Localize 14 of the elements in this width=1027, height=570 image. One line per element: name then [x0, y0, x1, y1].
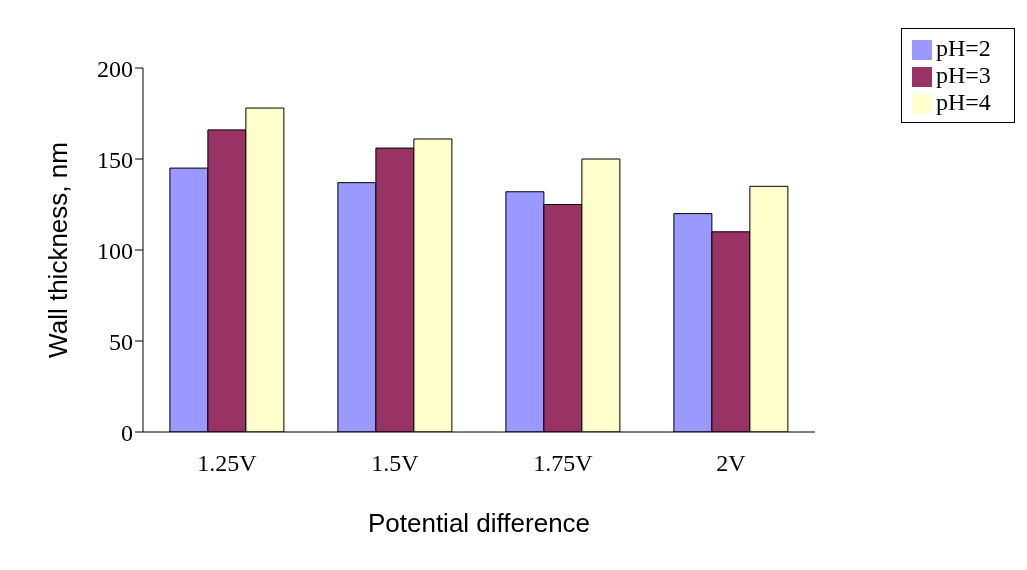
legend-label: pH=3: [936, 62, 991, 88]
legend-label: pH=4: [936, 89, 991, 115]
y-tick-label: 100: [97, 237, 133, 264]
y-axis-title: Wall thickness, nm: [43, 142, 74, 358]
y-tick-label: 0: [121, 419, 133, 446]
x-axis-title: Potential difference: [367, 508, 591, 538]
y-tick-label: 50: [109, 328, 133, 355]
y-tick-label: 150: [97, 146, 133, 173]
x-tick-label: 2V: [716, 450, 747, 477]
x-tick-label: 1.5V: [371, 450, 420, 477]
legend-label: pH=2: [936, 35, 991, 61]
x-tick-label: 1.25V: [197, 450, 258, 477]
x-tick-label: 1.75V: [533, 450, 594, 477]
y-tick-label: 200: [97, 55, 133, 82]
